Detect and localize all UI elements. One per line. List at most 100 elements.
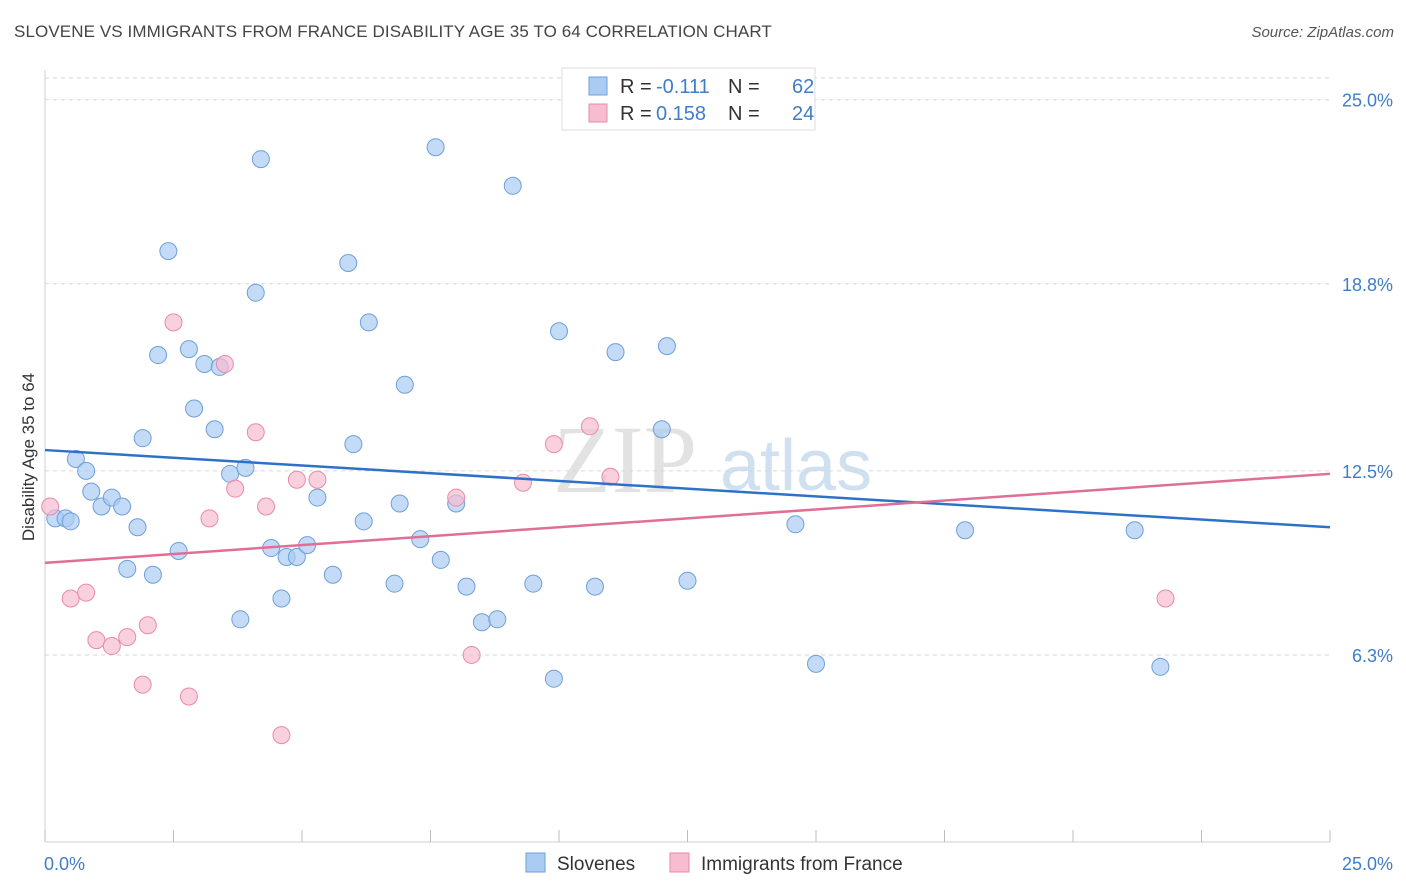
point-s0-43 (457, 577, 476, 596)
point-s0-9 (128, 518, 147, 537)
data-points (41, 90, 1175, 745)
point-s0-12 (149, 346, 168, 365)
x-ticks (44, 830, 1331, 842)
point-s0-22 (236, 458, 255, 477)
point-s0-17 (195, 354, 214, 373)
point-s1-2 (77, 583, 96, 602)
legend-label-france: Immigrants from France (701, 854, 903, 875)
legend: Slovenes Immigrants from France (525, 852, 903, 875)
x-tick-label-0: 0.0% (44, 854, 85, 874)
stats-r-label-france: R = (620, 103, 652, 125)
trend-lines (44, 448, 1331, 565)
point-s1-8 (164, 313, 183, 332)
trend-line-1 (44, 472, 1331, 565)
point-s0-26 (272, 589, 291, 608)
point-s0-60 (1151, 657, 1170, 676)
gridlines (45, 77, 1330, 656)
legend-swatch-france (669, 852, 690, 873)
point-s0-49 (550, 322, 568, 341)
point-s1-6 (133, 675, 152, 694)
point-s0-33 (344, 435, 363, 454)
y-tick-label-1: 12.5% (1342, 462, 1393, 482)
y-tick-label-0: 6.3% (1352, 646, 1393, 666)
point-s1-24 (1156, 589, 1175, 608)
point-s0-34 (354, 512, 373, 531)
x-tick-label-1: 25.0% (1342, 854, 1393, 874)
point-s0-28 (287, 547, 306, 566)
point-s1-7 (138, 616, 157, 635)
stats-n-value-slovenes: 62 (792, 76, 814, 98)
point-s1-0 (41, 497, 60, 516)
point-s0-54 (678, 571, 697, 590)
point-s1-17 (308, 470, 327, 489)
point-s0-31 (323, 565, 342, 584)
point-s0-4 (82, 482, 101, 501)
point-s0-58 (956, 521, 975, 540)
series-1-points (41, 313, 1175, 745)
point-s1-20 (514, 473, 533, 492)
point-s0-51 (606, 343, 625, 362)
point-s0-10 (133, 429, 152, 448)
point-s1-22 (580, 417, 599, 436)
point-s1-21 (544, 435, 563, 454)
point-s0-15 (179, 340, 198, 359)
point-s1-3 (87, 631, 106, 650)
y-tick-label-3: 25.0% (1342, 91, 1393, 111)
y-axis-title: Disability Age 35 to 64 (19, 373, 38, 541)
point-s0-21 (231, 610, 250, 629)
point-s0-2 (66, 449, 85, 468)
stats-n-label-france: N = (728, 103, 760, 125)
point-s1-12 (226, 479, 245, 498)
point-s0-40 (426, 138, 445, 157)
point-s0-11 (143, 565, 162, 584)
stats-n-label-slovenes: N = (728, 76, 760, 98)
point-s1-18 (447, 488, 466, 507)
y-tick-labels: 6.3% 12.5% 18.8% 25.0% (1342, 91, 1393, 666)
point-s0-8 (118, 559, 137, 578)
point-s0-52 (652, 420, 671, 439)
point-s0-59 (1125, 521, 1144, 540)
point-s1-14 (257, 497, 276, 516)
point-s1-23 (601, 467, 620, 486)
watermark: ZIP atlas (553, 406, 872, 513)
point-s1-5 (118, 628, 137, 647)
point-s0-39 (411, 530, 430, 549)
stats-swatch-slovenes (588, 76, 608, 96)
chart-title: SLOVENE VS IMMIGRANTS FROM FRANCE DISABI… (14, 22, 772, 41)
point-s0-35 (359, 313, 378, 332)
point-s1-19 (462, 645, 481, 664)
point-s0-14 (169, 542, 188, 561)
point-s0-47 (524, 574, 543, 593)
point-s0-13 (159, 242, 178, 261)
point-s0-16 (185, 399, 204, 418)
stats-n-value-france: 24 (792, 103, 814, 125)
point-s1-10 (200, 509, 219, 528)
point-s0-56 (786, 515, 805, 534)
series-0-points (46, 90, 1170, 688)
legend-label-slovenes: Slovenes (557, 854, 635, 875)
stats-r-value-slovenes: -0.111 (656, 76, 710, 98)
y-tick-label-2: 18.8% (1342, 275, 1393, 295)
point-s0-61 (61, 512, 80, 531)
stats-r-label-slovenes: R = (620, 76, 652, 98)
point-s0-41 (431, 550, 450, 569)
watermark-zip: ZIP (553, 406, 697, 513)
point-s0-44 (472, 613, 491, 632)
point-s1-16 (287, 470, 306, 489)
point-s0-53 (657, 337, 676, 356)
point-s0-45 (488, 610, 507, 629)
point-s0-7 (113, 497, 132, 516)
x-tick-labels: 0.0% 25.0% (44, 854, 1393, 874)
stats-swatch-france (588, 103, 608, 123)
point-s0-38 (395, 375, 414, 394)
point-s0-48 (544, 669, 563, 688)
point-s0-18 (205, 420, 224, 439)
point-s1-1 (61, 589, 80, 608)
point-s0-24 (251, 150, 270, 169)
point-s1-4 (102, 637, 121, 656)
trend-line-0 (44, 448, 1331, 529)
point-s0-36 (385, 574, 404, 593)
stats-box: R = -0.111 N = 62 R = 0.158 N = 24 (561, 67, 816, 131)
point-s0-57 (807, 654, 825, 673)
